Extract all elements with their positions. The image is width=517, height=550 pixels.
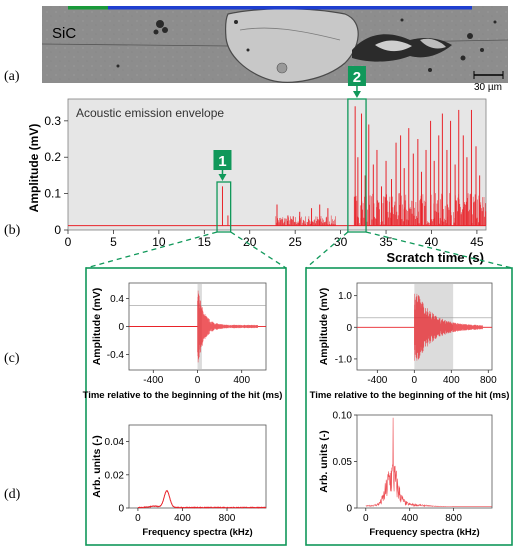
zoom-line-2-left: [305, 231, 349, 269]
damage-bright-flake: [375, 40, 412, 52]
chart-b-xtick-label: 30: [334, 235, 348, 249]
chart-b-xtick-label: 45: [470, 235, 484, 249]
chart-b-marker-label-1: 1: [218, 153, 226, 170]
panel-label-b: (b): [4, 223, 21, 238]
chart-c2-xtick-label: -400: [367, 375, 387, 386]
chart-b-xtick-label: 20: [243, 235, 257, 249]
chart-c1-burst: [197, 290, 258, 363]
chart-d1-plot-area: [128, 424, 267, 509]
chart-c2-burst: [414, 293, 483, 361]
panel-label-c: (c): [4, 351, 20, 366]
surface-defects: [116, 18, 497, 72]
chart-d1-ylabel: Arb. units (-): [91, 435, 103, 497]
micrograph-panel: SiC 30 µm: [41, 6, 509, 93]
zoom-line-2-right: [365, 231, 513, 269]
chart-b-xtick-label: 35: [379, 235, 393, 249]
chart-b-marker-label-2: 2: [353, 69, 361, 86]
zoom-line-1-right: [230, 231, 287, 269]
chart-c1-ytick-label: 0.4: [110, 294, 124, 305]
chart-c1-ytick-label: -0.4: [107, 350, 125, 361]
chart-b-axes: 0 5 10 15 20 25 30 35 40 45 0 0.1 0.2 0.3: [44, 114, 484, 249]
chart-d2-plot-area: [356, 414, 493, 509]
acoustic-emission-chart: Acoustic emission envelope 0 5 10 15 20 25 30 3…: [27, 66, 487, 265]
chart-c2-xtick-label: 400: [443, 375, 460, 386]
hit-1-waveform-chart: -400 0 400 -0.4 0 0.4 Amplitude (mV) Time relat…: [83, 282, 283, 401]
chart-d1-xtick-label: 800: [219, 513, 236, 524]
chart-d1-spectrum: [137, 489, 267, 509]
chart-d1-ytick-label: 0: [118, 504, 124, 515]
chart-d2-ylabel: Arb. units (-): [318, 430, 330, 492]
chart-c1-xtick-label: -400: [143, 375, 163, 386]
chart-d1-ytick-label: 0.04: [105, 437, 125, 448]
crater-crack: [239, 27, 341, 41]
chart-b-xtick-label: 10: [152, 235, 166, 249]
chart-c2-xtick-label: 800: [480, 375, 497, 386]
chart-b-xtick-label: 40: [425, 235, 439, 249]
hit-2-waveform-chart: -400 0 400 800 -1.0 0 1.0 Amplitude (mV) Time re…: [310, 282, 510, 401]
chart-b-ytick-label: 0.1: [44, 187, 61, 201]
chart-b-markers: 12: [213, 66, 367, 233]
chart-c1-xtick-label: 0: [195, 375, 201, 386]
chart-c2-xtick-label: 0: [412, 375, 418, 386]
chart-b-marker-arrowhead-2: [352, 91, 361, 98]
chart-b-marker-box-1: [216, 181, 232, 233]
chart-b-ytick-label: 0.3: [44, 114, 61, 128]
chart-b-ytick-label: 0: [54, 223, 61, 237]
chart-b-ylabel: Amplitude (mV): [27, 124, 41, 213]
chart-b-xlabel: Scratch time (s): [386, 250, 484, 265]
chart-c2-ytick-label: 0: [346, 323, 352, 334]
chart-d1-xlabel: Frequency spectra (kHz): [142, 527, 252, 538]
chart-b-signal: [68, 106, 487, 227]
chart-d1-xtick-label: 0: [135, 513, 141, 524]
chart-d1-ytick-label: 0.02: [105, 470, 125, 481]
scale-bar-label: 30 µm: [474, 82, 502, 93]
chart-c2-ytick-label: 1.0: [338, 291, 352, 302]
panel-label-a: (a): [4, 69, 20, 84]
chart-b-marker-box-2: [347, 98, 367, 233]
chart-d2-xtick-label: 0: [363, 513, 369, 524]
chart-d2-ytick-label: 0: [346, 504, 352, 515]
chart-b-title: Acoustic emission envelope: [76, 106, 224, 120]
chart-c1-xlabel: Time relative to the beginning of the hi…: [83, 390, 283, 401]
scratch-path-bar: [108, 6, 472, 10]
scratch-start-bar: [68, 6, 108, 10]
damage-bright-flake-2: [420, 38, 446, 49]
chart-d2-ytick-label: 0.05: [333, 457, 353, 468]
zoom-connectors: [85, 231, 513, 269]
panel-label-d: (d): [4, 487, 21, 502]
chipping-crater: [225, 8, 359, 83]
zoom-box-2: [305, 267, 513, 546]
crater-pit: [276, 62, 288, 74]
chart-c1-xtick-label: 400: [233, 375, 250, 386]
chart-b-marker-badge-2: [347, 66, 366, 86]
chart-b-xtick-label: 15: [198, 235, 212, 249]
chart-b-ytick-label: 0.2: [44, 150, 61, 164]
chart-d2-ytick-label: 0.10: [333, 411, 353, 422]
chart-b-xtick-label: 25: [288, 235, 302, 249]
chart-c1-ylabel: Amplitude (mV): [91, 288, 103, 366]
chart-c2-ytick-label: -1.0: [335, 354, 353, 365]
zoom-line-1-left: [85, 231, 218, 269]
material-label: SiC: [52, 25, 76, 42]
chart-b-xtick-label: 0: [65, 235, 72, 249]
chart-b-marker-badge-1: [213, 150, 232, 170]
chart-b-xtick-label: 5: [110, 235, 117, 249]
chart-d2-xtick-label: 800: [445, 513, 462, 524]
chart-c2-ylabel: Amplitude (mV): [318, 288, 330, 366]
chart-c2-xlabel: Time relative to the beginning of the hi…: [310, 390, 510, 401]
zoom-box-1: [85, 267, 287, 546]
chart-c1-ytick-label: 0: [118, 322, 124, 333]
chart-d2-spectrum: [365, 417, 492, 508]
chart-b-activity-region: [275, 215, 336, 226]
chart-d2-xlabel: Frequency spectra (kHz): [369, 527, 479, 538]
chart-d2-xtick-label: 400: [401, 513, 418, 524]
chart-b-marker-arrowhead-1: [218, 174, 227, 181]
chart-d1-xtick-label: 400: [174, 513, 191, 524]
